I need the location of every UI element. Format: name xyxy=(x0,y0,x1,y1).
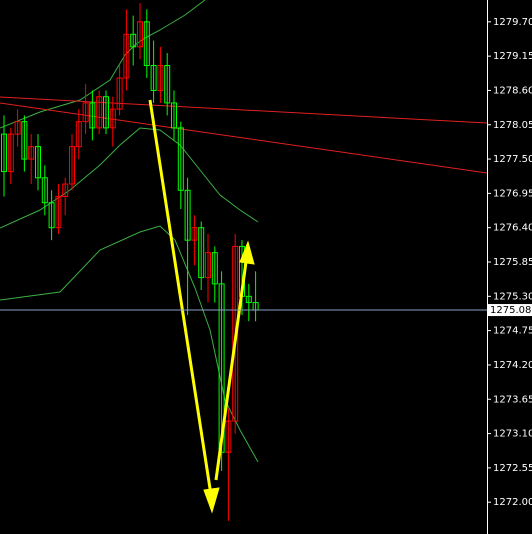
candle-body xyxy=(143,21,150,67)
candle-body xyxy=(137,21,143,48)
candle-body xyxy=(164,65,171,104)
candle-body xyxy=(62,183,69,198)
candle-body xyxy=(191,227,198,241)
candle-body xyxy=(82,102,89,123)
last-price-box xyxy=(488,304,532,317)
candle-body xyxy=(157,65,164,91)
candle-body xyxy=(225,420,232,453)
arrow-up xyxy=(214,261,248,481)
candle-body xyxy=(150,65,157,91)
trend-line xyxy=(0,96,488,124)
candle-body xyxy=(103,96,109,129)
arrow-head xyxy=(203,487,220,514)
y-tick-label: 1272.55 xyxy=(493,463,532,474)
y-tick-label: 1273.10 xyxy=(493,429,532,440)
y-tick-label: 1272.00 xyxy=(493,497,532,508)
y-axis: 1279.70 1279.15 1278.60 1278.05 1277.50 1276.… xyxy=(487,17,532,508)
candle-body xyxy=(1,133,7,173)
trend-line xyxy=(0,102,488,174)
candle-body xyxy=(184,189,191,241)
y-tick-label: 1278.05 xyxy=(493,120,532,131)
candle-body xyxy=(35,146,41,179)
candle-body xyxy=(109,108,116,129)
candles xyxy=(1,3,259,521)
candle-body xyxy=(232,245,239,422)
candle-body xyxy=(171,102,177,129)
candle-body xyxy=(116,77,123,110)
y-tick-label: 1279.70 xyxy=(493,17,532,28)
candle-body xyxy=(55,196,62,229)
arrow-down xyxy=(148,99,213,496)
candle-body xyxy=(28,146,35,160)
candle-body xyxy=(211,252,218,285)
candle-body xyxy=(14,121,21,135)
candle-body xyxy=(7,133,14,173)
candle-body xyxy=(75,121,82,148)
candle-body xyxy=(69,146,75,185)
last-price-label: 1275.08 xyxy=(490,305,531,316)
candle-body xyxy=(21,121,28,160)
arrows xyxy=(148,99,255,514)
y-tick-label: 1276.40 xyxy=(493,223,532,234)
y-tick-label: 1274.20 xyxy=(493,360,532,371)
y-tick-label: 1279.15 xyxy=(493,51,532,62)
y-tick-label: 1277.50 xyxy=(493,154,532,165)
y-tick-label: 1275.30 xyxy=(493,291,532,302)
candle-body xyxy=(123,33,130,79)
y-tick-label: 1274.75 xyxy=(493,326,532,337)
candle-body xyxy=(130,33,137,48)
candle-body xyxy=(48,202,55,229)
candle-body xyxy=(245,295,252,304)
candle-body xyxy=(41,177,48,204)
upper-band xyxy=(0,0,206,129)
y-tick-label: 1276.95 xyxy=(493,188,532,199)
y-tick-label: 1273.65 xyxy=(493,394,532,405)
y-tick-label: 1278.60 xyxy=(493,85,532,96)
candle-body xyxy=(177,127,184,191)
candle-body xyxy=(198,227,205,279)
candle-body xyxy=(205,252,211,279)
candle-body xyxy=(96,96,103,129)
y-tick-label: 1275.85 xyxy=(493,257,532,268)
candle-body xyxy=(89,102,96,129)
lower-band xyxy=(0,225,259,463)
candle-body xyxy=(218,283,225,453)
arrow-head xyxy=(239,240,255,265)
